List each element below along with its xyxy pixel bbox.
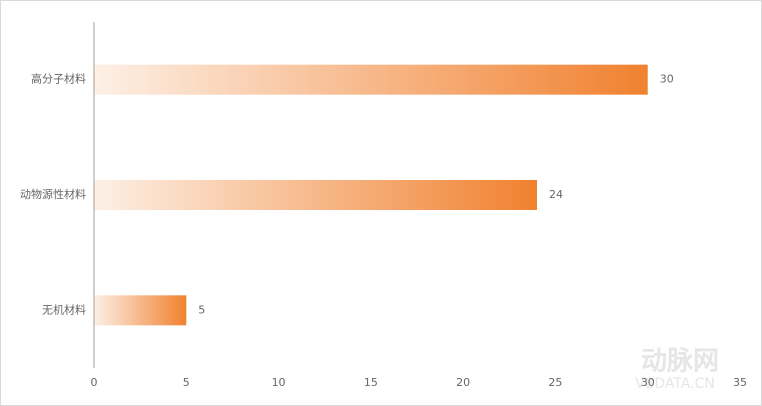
x-tick-label: 30 (641, 376, 655, 389)
y-tick-label: 高分子材料 (31, 72, 86, 86)
x-tick-label: 25 (548, 376, 562, 389)
x-tick-label: 10 (272, 376, 286, 389)
y-tick-label: 动物源性材料 (20, 187, 86, 201)
value-label: 5 (198, 303, 205, 316)
x-tick-label: 20 (456, 376, 470, 389)
x-tick-label: 15 (364, 376, 378, 389)
watermark-sub: VBDATA.CN (635, 376, 715, 392)
x-tick-label: 35 (733, 376, 747, 389)
x-tick-label: 0 (91, 376, 98, 389)
value-label: 24 (549, 188, 563, 201)
y-tick-label: 无机材料 (42, 302, 86, 316)
value-label: 30 (660, 73, 674, 86)
watermark: 动脉网 (641, 347, 719, 377)
x-tick-label: 5 (183, 376, 190, 389)
bar (94, 64, 648, 95)
bar (94, 180, 537, 210)
bar (94, 295, 187, 326)
